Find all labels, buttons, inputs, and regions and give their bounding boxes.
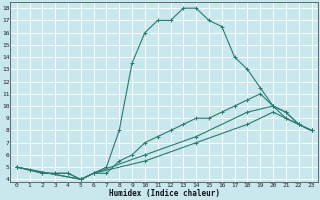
- X-axis label: Humidex (Indice chaleur): Humidex (Indice chaleur): [108, 189, 220, 198]
